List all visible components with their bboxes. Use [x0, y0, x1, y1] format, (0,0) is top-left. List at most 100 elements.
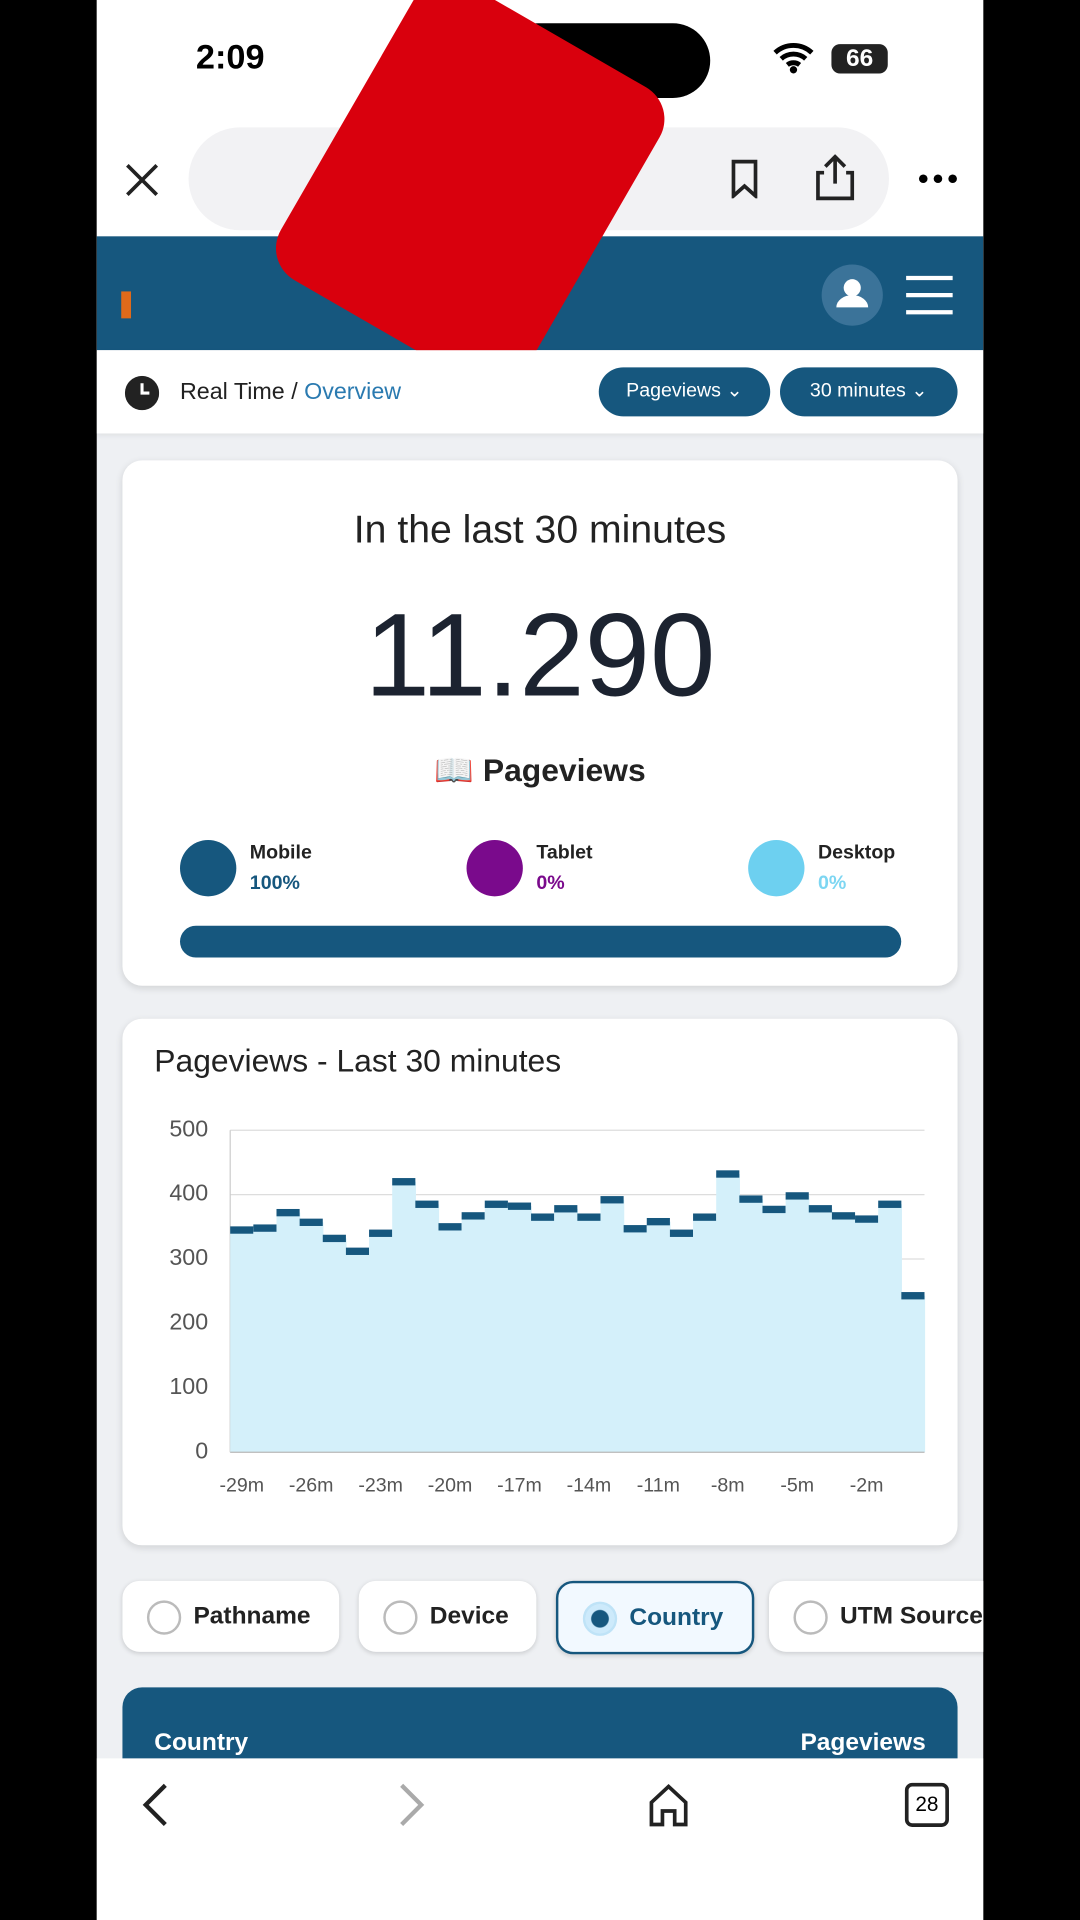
step-line — [669, 1229, 694, 1237]
y-tick-label: 400 — [169, 1180, 208, 1206]
area-segment — [878, 1204, 902, 1453]
area-segment — [299, 1222, 324, 1453]
area-segment — [369, 1233, 393, 1453]
close-button[interactable] — [121, 159, 163, 201]
breadcrumb-page[interactable]: Overview — [304, 379, 402, 406]
area-segment — [693, 1217, 717, 1453]
x-tick-label: -29m — [219, 1475, 264, 1497]
device-bar — [180, 925, 902, 958]
step-line — [322, 1234, 346, 1243]
radio — [146, 1600, 182, 1635]
range-label: 30 minutes — [809, 380, 906, 402]
step-line — [276, 1208, 300, 1217]
step-line — [808, 1205, 832, 1213]
tab-label: Pathname — [193, 1602, 311, 1630]
area-segment — [669, 1233, 694, 1453]
device-share: 0% — [536, 873, 565, 894]
device-share: 0% — [817, 873, 847, 894]
x-tick-label: -23m — [358, 1475, 403, 1497]
y-tick-label: 200 — [169, 1309, 208, 1335]
radio — [383, 1600, 418, 1635]
step-line — [507, 1202, 532, 1210]
forward-button[interactable] — [394, 1783, 428, 1827]
x-tick-label: -20m — [428, 1475, 473, 1497]
bookmark-button[interactable] — [729, 159, 761, 199]
share-button[interactable] — [814, 154, 856, 201]
summary-metric: 📖 Pageviews — [434, 751, 646, 789]
summary-card: In the last 30 minutes 11.290 📖 Pageview… — [122, 460, 958, 986]
step-line — [230, 1226, 254, 1234]
area-segment — [855, 1219, 879, 1453]
summary-title: In the last 30 minutes — [353, 506, 727, 552]
area-segment — [623, 1228, 648, 1453]
tab[interactable]: Device — [358, 1580, 537, 1652]
area-segment — [438, 1226, 463, 1453]
device-name: Desktop — [817, 842, 896, 864]
area-segment — [716, 1174, 740, 1453]
area-segment — [808, 1208, 833, 1453]
area-segment — [322, 1238, 347, 1453]
device-name: Tablet — [536, 842, 593, 864]
area-segment — [345, 1251, 370, 1453]
summary-metric-label: Pageviews — [482, 751, 646, 789]
battery: 66 — [831, 44, 888, 74]
y-tick-label: 0 — [195, 1437, 208, 1463]
step-line — [600, 1196, 624, 1204]
metric-select[interactable]: Pageviews ⌄ — [598, 367, 771, 417]
step-line — [739, 1195, 763, 1203]
y-tick-label: 100 — [169, 1373, 208, 1399]
tab-label: Country — [629, 1604, 724, 1632]
step-line — [461, 1212, 485, 1220]
wifi — [773, 42, 814, 74]
step-line — [693, 1213, 717, 1221]
step-line — [577, 1213, 601, 1221]
tab[interactable]: UTM Source — [768, 1580, 984, 1652]
menu-button[interactable] — [905, 274, 954, 316]
x-tick-label: -8m — [711, 1475, 745, 1497]
more-button[interactable] — [917, 171, 959, 186]
step-line — [554, 1205, 578, 1213]
browser-nav: 28 — [96, 1758, 984, 1920]
step-line — [415, 1200, 439, 1208]
step-line — [855, 1215, 879, 1223]
x-tick-label: -14m — [567, 1475, 612, 1497]
column-header: Country — [154, 1728, 249, 1756]
breadcrumb: Real Time / Overview — [180, 380, 401, 407]
breadcrumb-section[interactable]: Real Time — [180, 379, 285, 406]
radio — [793, 1600, 828, 1635]
device-share: 100% — [249, 873, 300, 894]
area-segment — [785, 1195, 810, 1453]
tabs-button[interactable]: 28 — [904, 1782, 949, 1827]
x-tick-label: -5m — [780, 1475, 814, 1497]
step-line — [484, 1200, 508, 1208]
chart: Pageviews - Last 30 minutes 0 100 200 300 40… — [154, 1042, 926, 1497]
step-line — [392, 1178, 416, 1186]
step-line — [785, 1192, 809, 1200]
account-button[interactable] — [821, 264, 883, 326]
step-line — [831, 1212, 856, 1220]
breadcrumb-separator: / — [291, 379, 298, 406]
step-line — [299, 1218, 323, 1226]
tab[interactable]: Pathname — [122, 1580, 340, 1652]
phone: 2:09 66 Real Time / Overview Pageviews ⌄… — [96, 0, 984, 1920]
x-tick-label: -17m — [497, 1475, 542, 1497]
area-segment — [901, 1295, 926, 1453]
red-overlay — [275, 0, 665, 390]
x-tick-label: -11m — [637, 1475, 680, 1497]
x-tick-label: -26m — [289, 1475, 334, 1497]
area-segment — [507, 1206, 532, 1453]
step-line — [253, 1224, 277, 1232]
tab[interactable]: Country — [555, 1580, 755, 1655]
area-segment — [531, 1217, 555, 1453]
step-line — [531, 1213, 555, 1221]
chart-title: Pageviews - Last 30 minutes — [154, 1042, 561, 1078]
device-icon — [748, 840, 805, 897]
x-tick-label: -2m — [850, 1475, 884, 1497]
area-segment — [484, 1204, 509, 1453]
back-button[interactable] — [138, 1783, 172, 1827]
area-segment — [253, 1228, 278, 1453]
home-button[interactable] — [648, 1783, 690, 1827]
range-select[interactable]: 30 minutes ⌄ — [780, 367, 958, 417]
logo — [121, 291, 132, 319]
